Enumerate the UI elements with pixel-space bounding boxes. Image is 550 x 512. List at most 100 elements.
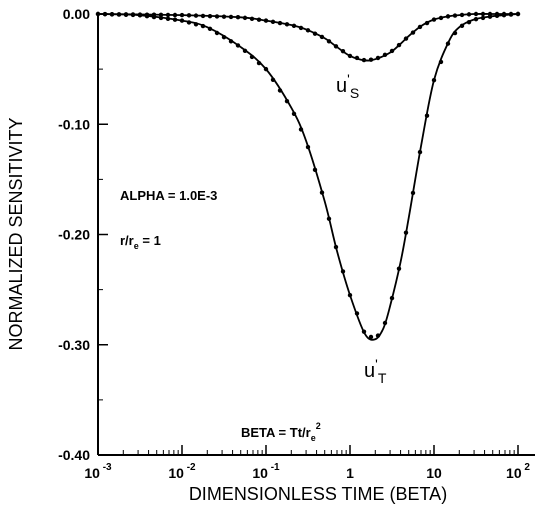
series-line-uS: [97, 13, 518, 62]
curve-label-ut-prime: ': [375, 356, 378, 372]
series-marker-uS: [424, 20, 430, 26]
series-marker-uS: [235, 15, 241, 20]
series-marker-uS: [123, 12, 129, 17]
series-marker-uS: [515, 11, 521, 17]
series-marker-uS: [410, 30, 416, 35]
series-marker-uS: [319, 34, 325, 40]
series-marker-uT: [221, 34, 227, 40]
series-marker-uT: [277, 88, 283, 93]
series-marker-uS: [347, 53, 353, 59]
ratio-value: = 1: [139, 233, 161, 248]
series-marker-uT: [361, 329, 367, 334]
series-marker-uT: [445, 41, 451, 46]
series-marker-uS: [291, 23, 297, 29]
series-marker-uS: [193, 13, 199, 18]
series-marker-uS: [417, 24, 423, 30]
series-marker-uT: [424, 113, 430, 118]
curve-label-us-prime: ': [347, 71, 350, 87]
series-marker-uT: [459, 23, 465, 29]
plot-frame: [97, 14, 535, 456]
series-marker-uS: [165, 12, 171, 18]
series-marker-uS: [403, 36, 409, 41]
series-marker-uS: [242, 15, 248, 21]
x-tick-exponent: 2: [522, 462, 531, 473]
ratio-subscript: e: [134, 241, 139, 251]
series-marker-uS: [340, 48, 346, 54]
y-tick-label: -0.40: [58, 447, 90, 463]
series-marker-uT: [228, 39, 234, 44]
series-marker-uT: [179, 18, 185, 23]
y-axis-ticks: 0.00 -0.10 -0.20 -0.30 -0.40: [58, 6, 108, 463]
series-marker-uS: [144, 12, 150, 17]
series-marker-uS: [494, 11, 500, 17]
series-marker-uT: [158, 15, 164, 21]
series-marker-uT: [270, 77, 276, 83]
series-marker-uT: [326, 216, 332, 221]
series-marker-uT: [438, 59, 444, 65]
series-marker-uS: [116, 12, 122, 17]
series-marker-uS: [501, 11, 507, 17]
series-marker-uT: [473, 16, 479, 22]
series-marker-uT: [242, 48, 248, 54]
x-axis-ticks: 10 -3 10 -2 10 -1 1 10 10 2: [84, 445, 530, 481]
series-marker-uS: [130, 12, 136, 17]
series-marker-uT: [333, 244, 339, 250]
series-marker-uT: [256, 60, 262, 66]
series-marker-uT: [284, 98, 290, 104]
curve-label-us: u'S: [336, 71, 359, 101]
series-marker-uS: [487, 11, 493, 17]
series-marker-uS: [375, 55, 381, 61]
x-tick-exponent: -3: [100, 462, 112, 473]
series-marker-uS: [431, 17, 437, 22]
series-marker-uT: [403, 230, 409, 235]
series-marker-uT: [466, 19, 472, 25]
series-marker-uT: [291, 111, 297, 116]
series-marker-uT: [235, 43, 241, 48]
series-marker-uT: [214, 30, 220, 36]
x-tick-label: 1: [346, 465, 354, 481]
y-tick-label: 0.00: [63, 6, 90, 22]
series-marker-uS: [158, 12, 164, 18]
series-marker-uT: [186, 20, 192, 25]
curve-label-us-sub: S: [350, 85, 359, 101]
y-tick-label: -0.30: [58, 337, 90, 353]
x-tick-exponent: -2: [184, 462, 196, 473]
series-marker-uS: [109, 11, 115, 17]
beta-annotation: BETA = Tt/re2: [241, 421, 321, 443]
series-marker-uT: [298, 127, 304, 132]
series-marker-uT: [417, 149, 423, 155]
series-marker-uT: [354, 311, 360, 316]
series-marker-uS: [466, 12, 472, 17]
series-marker-uT: [207, 26, 213, 32]
curve-label-ut-base: u: [364, 360, 375, 382]
series-marker-uS: [389, 48, 395, 54]
series-marker-uT: [389, 295, 395, 301]
series-layer: [95, 11, 521, 341]
series-marker-uT: [452, 30, 458, 36]
series-marker-uT: [249, 54, 255, 60]
series-marker-uS: [480, 11, 486, 17]
series-marker-uS: [305, 28, 311, 33]
series-marker-uS: [207, 13, 213, 19]
series-marker-uT: [375, 333, 381, 338]
series-marker-uS: [368, 57, 374, 62]
series-marker-uS: [151, 12, 157, 17]
x-tick-base: 10: [168, 465, 184, 481]
series-marker-uT: [431, 77, 437, 83]
series-marker-uS: [172, 12, 178, 18]
series-marker-uS: [438, 15, 444, 21]
x-tick-label: 10 2: [506, 462, 530, 481]
series-marker-uS: [508, 11, 514, 17]
series-marker-uT: [200, 23, 206, 29]
series-marker-uS: [298, 25, 304, 31]
x-tick-label: 10: [426, 465, 442, 481]
y-tick-label: -0.20: [58, 227, 90, 243]
series-marker-uS: [312, 31, 318, 36]
series-marker-uS: [228, 14, 234, 20]
series-marker-uS: [200, 13, 206, 19]
series-marker-uS: [284, 22, 290, 27]
series-marker-uT: [263, 66, 269, 72]
x-tick-label: 10 -2: [168, 462, 196, 481]
series-marker-uS: [459, 12, 465, 18]
